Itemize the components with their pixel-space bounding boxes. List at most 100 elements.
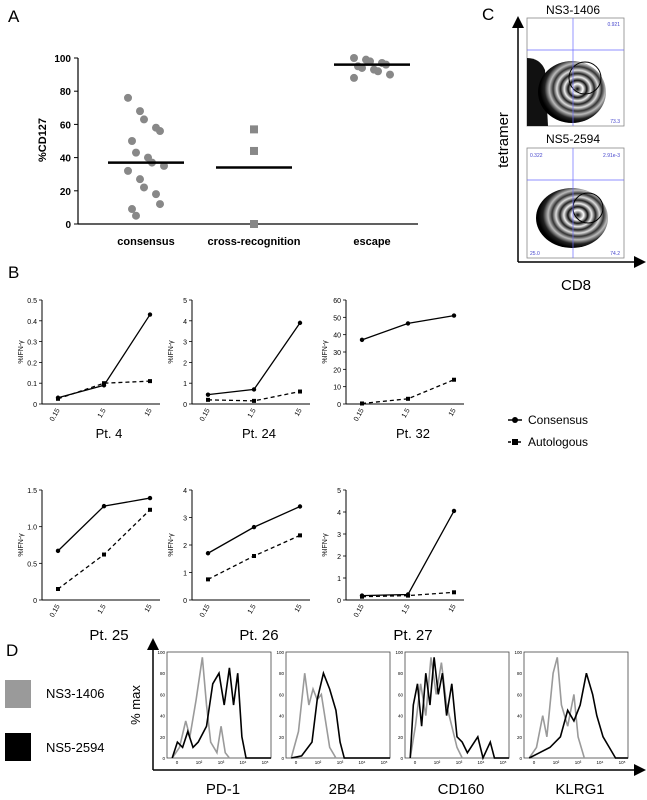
histogram-ytick-label: 20 — [398, 735, 404, 740]
legend-swatch-ns5 — [5, 733, 31, 761]
panel-b-xtick-label: 1.5 — [97, 603, 108, 615]
panel-b-ytick-label: 1.5 — [27, 488, 37, 495]
panel-b-ylabel: %IFN-γ — [18, 340, 25, 364]
flow2-ul: 0.322 — [530, 153, 543, 159]
panel-c-xlabel: CD8 — [561, 277, 591, 294]
autologous-point — [360, 594, 364, 599]
ns3-histogram-line — [171, 657, 271, 759]
panel-b-ytick-label: 5 — [337, 488, 341, 495]
panel-b-ytick-label: 20 — [333, 367, 341, 374]
autologous-point — [406, 593, 410, 598]
panel-a-point — [350, 73, 358, 82]
consensus-line — [207, 505, 301, 554]
histogram-xtick-label: 10⁵ — [500, 760, 507, 765]
consensus-point — [451, 313, 457, 318]
histogram-ytick-label: 40 — [160, 714, 166, 719]
panel-a-point — [156, 127, 164, 136]
panel-a-point — [386, 70, 394, 79]
histogram-ytick-label: 60 — [160, 692, 166, 697]
panel-b-ytick-label: 0.1 — [27, 381, 37, 388]
panel-label-b: B — [8, 263, 19, 282]
consensus-line — [361, 314, 455, 341]
flow2-ll: 25.0 — [530, 251, 540, 257]
panel-b-xtick-label: 1.5 — [401, 407, 412, 419]
panel-a-point — [124, 93, 132, 102]
panel-a-category-label: escape — [353, 236, 390, 248]
panel-a-chart: 0 20 40 60 80 100 consensus cross-recognition es… — [54, 54, 418, 248]
panel-b-ytick-label: 0 — [337, 598, 341, 605]
panel-a-point — [250, 125, 258, 134]
panel-d-ylabel: % max — [128, 685, 143, 725]
panel-b-xtick-label: 15 — [448, 603, 458, 613]
panel-b-ytick-label: 0.4 — [27, 319, 37, 326]
panel-a-point — [250, 220, 258, 228]
panel-b-ytick-label: 2 — [183, 543, 187, 550]
panel-b-title: Pt. 25 — [89, 627, 128, 644]
histogram-xtick-label: 0 — [176, 760, 179, 765]
panel-label-d: D — [6, 641, 18, 660]
panel-b-ytick-label: 3 — [183, 340, 187, 347]
autologous-point — [360, 401, 364, 406]
histogram-ytick-label: 100 — [395, 650, 403, 655]
panel-a-ytick-label: 80 — [60, 87, 72, 98]
panel-b-xtick-label: 0.15 — [49, 603, 62, 618]
panel-a-point — [358, 63, 366, 72]
panel-b-ytick-label: 0.2 — [27, 360, 37, 367]
consensus-point — [451, 508, 457, 514]
consensus-point — [205, 392, 211, 397]
consensus-line — [207, 322, 301, 396]
autologous-point — [252, 554, 256, 558]
consensus-point — [55, 548, 61, 554]
panel-a-point — [160, 161, 168, 170]
histogram-marker-label: PD-1 — [206, 781, 240, 798]
histogram-ytick-label: 60 — [279, 692, 285, 697]
legend-autologous: Autologous — [528, 435, 588, 449]
ns5-histogram-line — [291, 670, 390, 759]
panel-b-ytick-label: 10 — [333, 385, 341, 392]
flow2-lr: 74.2 — [610, 251, 620, 257]
histogram-marker-label: 2B4 — [329, 781, 356, 798]
histogram-xtick-label: 10⁴ — [478, 760, 485, 765]
histogram-ytick-label: 100 — [514, 650, 522, 655]
panel-a-point — [350, 54, 358, 62]
flow1-title: NS3-1406 — [546, 3, 600, 17]
histogram-xtick-label: 10³ — [575, 760, 582, 765]
autologous-point — [406, 396, 410, 401]
histogram-marker-label: KLRG1 — [555, 781, 604, 798]
histogram-plot — [404, 651, 510, 759]
flow1-lr: 73.3 — [610, 119, 620, 125]
histogram-xtick-label: 10³ — [456, 760, 463, 765]
autologous-point — [206, 397, 210, 402]
panel-a-point — [374, 67, 382, 76]
histogram-ytick-label: 40 — [398, 714, 404, 719]
panel-b-xtick-label: 0.15 — [49, 407, 62, 422]
consensus-point — [251, 524, 257, 530]
histogram-xtick-label: 0 — [414, 760, 417, 765]
panel-b-ylabel: %IFN-γ — [18, 533, 25, 557]
histogram-marker-label: CD160 — [438, 781, 485, 798]
flow2-contours — [536, 188, 608, 248]
panel-b-xtick-label: 0.15 — [353, 407, 366, 422]
histogram-ytick-label: 100 — [276, 650, 284, 655]
ns3-histogram-line — [409, 657, 509, 759]
histogram-ytick-label: 20 — [160, 735, 166, 740]
panel-b-xtick-label: 1.5 — [247, 603, 258, 615]
consensus-point — [297, 504, 303, 509]
panel-a-point — [156, 200, 164, 209]
histogram-xtick-label: 10⁵ — [381, 760, 388, 765]
panel-b-ytick-label: 0.3 — [27, 340, 37, 347]
histogram-ytick-label: 40 — [279, 714, 285, 719]
ns5-histogram-line — [528, 672, 628, 759]
histogram-plot — [285, 651, 391, 759]
panel-b-ytick-label: 0 — [183, 598, 187, 605]
panel-a-point — [366, 57, 374, 66]
panel-b-ytick-label: 1 — [337, 576, 341, 583]
panel-b-xtick-label: 15 — [294, 407, 304, 417]
panel-b-title: Pt. 24 — [242, 426, 276, 441]
panel-b-ytick-label: 1.0 — [27, 525, 37, 532]
panel-a-category-label: consensus — [117, 236, 174, 248]
panel-b-xtick-label: 0.15 — [353, 603, 366, 618]
consensus-point — [251, 387, 257, 392]
panel-b-xtick-label: 15 — [448, 407, 458, 417]
panel-a-point — [128, 137, 136, 145]
